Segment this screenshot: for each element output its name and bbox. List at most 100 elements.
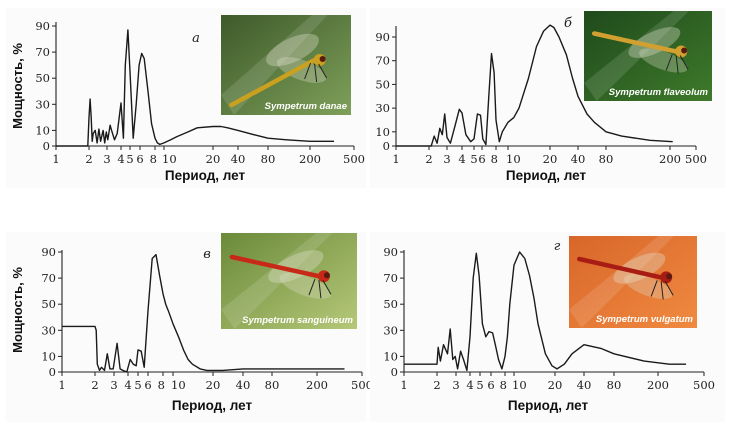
x-tick-label: 500 — [343, 152, 365, 166]
dragonfly-legs — [304, 62, 328, 83]
x-tick-label: 40 — [236, 378, 251, 392]
species-caption: Sympetrum sanguineum — [242, 315, 353, 326]
x-tick-label: 8 — [500, 378, 507, 392]
x-tick-label: 10 — [506, 152, 521, 166]
x-tick-label: 4 — [124, 378, 131, 392]
y-tick-label: 70 — [375, 54, 390, 68]
chart-panel-4: 1 2 3 4 5 6 8 10 20 40 80 200 500 0 10 30 50 70 90 Период, … — [370, 232, 725, 422]
y-tick-label: 50 — [375, 77, 390, 91]
dragonfly-photo: Sympetrum vulgatum — [569, 236, 697, 328]
x-tick-label: 80 — [599, 152, 614, 166]
x-tick-label: 8 — [150, 152, 157, 166]
photo-background — [584, 11, 712, 101]
power-spectrum-line — [396, 24, 673, 147]
x-tick-label: 200 — [299, 152, 321, 166]
x-tick-label: 5 — [476, 378, 483, 392]
x-tick-label: 10 — [162, 152, 177, 166]
y-tick-label: 10 — [383, 349, 398, 363]
y-tick-label: 10 — [35, 123, 50, 137]
photo-streak — [221, 233, 333, 329]
x-tick-label: 4 — [117, 152, 124, 166]
x-tick-label: 5 — [126, 152, 133, 166]
x-tick-label: 10 — [171, 378, 186, 392]
x-tick-label: 5 — [470, 152, 477, 166]
dragonfly-photo: Sympetrum flaveolum — [584, 11, 712, 101]
dragonfly-eye — [681, 47, 688, 54]
x-axis-label: Период, лет — [506, 168, 587, 183]
x-tick-label: 8 — [491, 152, 498, 166]
x-tick-label: 3 — [103, 152, 110, 166]
species-caption: Sympetrum vulgatum — [596, 314, 694, 325]
x-tick-label: 4 — [458, 152, 465, 166]
photo-streak — [584, 11, 689, 101]
x-tick-label: 80 — [265, 378, 280, 392]
x-axis-label: Период, лет — [508, 398, 589, 413]
x-tick-label: 6 — [487, 378, 494, 392]
power-spectrum-line — [404, 251, 687, 372]
photo-background — [221, 233, 357, 329]
panel-letter: а — [192, 31, 200, 46]
wing-shape — [268, 250, 324, 283]
x-tick-label: 3 — [452, 378, 459, 392]
dragonfly-body — [229, 254, 322, 279]
x-tick-label: 10 — [512, 378, 527, 392]
dragonfly-legs — [308, 279, 332, 299]
y-tick-label: 50 — [383, 297, 398, 311]
wing-shape — [628, 27, 681, 58]
wing-shape — [276, 57, 327, 83]
x-tick-label: 3 — [443, 152, 450, 166]
species-caption: Sympetrum danae — [265, 101, 348, 112]
chart-panel-1: 1 2 3 4 5 6 8 10 20 40 80 200 500 0 10 30 50 70 90 Период, … — [6, 8, 366, 188]
x-tick-label: 40 — [231, 152, 246, 166]
y-tick-label: 0 — [49, 365, 56, 379]
photo-background — [569, 236, 697, 328]
x-tick-label: 1 — [400, 378, 407, 392]
y-tick-label: 30 — [383, 323, 398, 337]
wing-shape — [624, 274, 673, 299]
x-tick-label: 3 — [110, 378, 117, 392]
dragonfly-eye — [323, 272, 330, 279]
photo-streak — [569, 236, 674, 328]
x-tick-label: 1 — [392, 152, 399, 166]
y-tick-label: 90 — [375, 30, 390, 44]
dragonfly-body — [229, 57, 317, 108]
x-tick-label: 5 — [134, 378, 141, 392]
wing-shape — [613, 252, 666, 284]
y-axis-label: Мощность, % — [10, 267, 25, 353]
y-tick-label: 70 — [35, 45, 50, 59]
x-tick-label: 4 — [466, 378, 473, 392]
x-tick-label: 2 — [85, 152, 92, 166]
dragonfly-legs — [665, 54, 689, 74]
panel-letter: в — [203, 247, 211, 262]
x-tick-label: 40 — [577, 378, 592, 392]
y-tick-label: 10 — [375, 125, 390, 139]
x-tick-label: 2 — [91, 378, 98, 392]
chart-panel-2: 1 2 3 4 5 6 8 10 20 40 80 200 50001030507090Период, … — [370, 8, 725, 188]
y-tick-label: 70 — [41, 271, 56, 285]
power-spectrum-line — [56, 29, 334, 147]
wing-shape — [639, 48, 688, 73]
chart-panel-3: 1 2 3 4 5 6 8 10 20 40 80 200 500 0 10 30 50 70 90 Период, … — [6, 232, 373, 422]
species-caption: Sympetrum flaveolum — [609, 87, 709, 98]
dragonfly-eye — [319, 56, 326, 62]
photo-streak — [221, 15, 328, 115]
panel-letter: г — [554, 239, 561, 254]
y-tick-label: 10 — [41, 349, 56, 363]
wing-shape — [266, 33, 319, 67]
x-tick-label: 2 — [425, 152, 432, 166]
x-tick-label: 8 — [158, 378, 165, 392]
x-tick-label: 200 — [647, 378, 669, 392]
x-axis-label: Период, лет — [165, 168, 246, 183]
dragonfly-eye — [666, 273, 673, 280]
dragonfly-photo: Sympetrum sanguineum — [221, 233, 357, 329]
x-axis-label: Период, лет — [172, 398, 253, 413]
x-tick-label: 20 — [543, 152, 558, 166]
y-tick-label: 0 — [43, 139, 50, 153]
y-tick-label: 70 — [383, 271, 398, 285]
x-tick-label: 6 — [478, 152, 485, 166]
x-tick-label: 200 — [659, 152, 681, 166]
y-tick-label: 90 — [41, 245, 56, 259]
x-tick-label: 6 — [136, 152, 143, 166]
y-tick-label: 50 — [35, 71, 50, 85]
x-tick-label: 2 — [433, 378, 440, 392]
